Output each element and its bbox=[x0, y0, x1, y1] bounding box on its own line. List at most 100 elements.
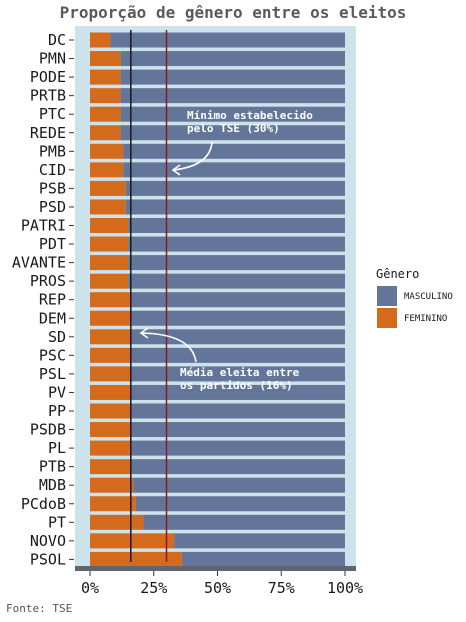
annotation-arrow-0 bbox=[140, 332, 197, 363]
category-label-prtb: PRTB bbox=[30, 87, 66, 105]
category-label-psdb: PSDB bbox=[30, 421, 66, 439]
category-labels-group: DCPMNPODEPRTBPTCREDEPMBCIDPSBPSDPATRIPDT… bbox=[12, 31, 74, 568]
category-label-pros: PROS bbox=[30, 272, 66, 290]
category-label-pv: PV bbox=[48, 383, 66, 401]
legend-swatch-masculino bbox=[377, 286, 397, 306]
bar-masculino-psdb bbox=[130, 422, 345, 438]
bar-masculino-rep bbox=[130, 292, 345, 308]
bar-feminino-psol bbox=[90, 551, 182, 567]
bar-feminino-mdb bbox=[90, 477, 134, 493]
bar-masculino-psol bbox=[181, 551, 345, 567]
bar-masculino-pp bbox=[130, 403, 345, 419]
category-label-pp: PP bbox=[48, 402, 66, 420]
category-label-pt: PT bbox=[48, 513, 66, 531]
bar-feminino-prtb bbox=[90, 88, 121, 104]
annotation-arrow-1 bbox=[172, 141, 213, 171]
bar-feminino-avante bbox=[90, 255, 129, 271]
chart-title: Proporção de gênero entre os eleitos bbox=[60, 3, 407, 22]
category-label-ptc: PTC bbox=[39, 105, 66, 123]
bar-masculino-patri bbox=[128, 218, 345, 233]
bar-masculino-pt bbox=[143, 514, 345, 530]
category-label-psl: PSL bbox=[39, 365, 66, 383]
bar-masculino-pcdob bbox=[135, 496, 345, 512]
legend-label-feminino: FEMININO bbox=[404, 314, 447, 324]
x-tick-label-1: 25% bbox=[140, 579, 167, 597]
bar-masculino-psc bbox=[130, 347, 345, 363]
bars-group bbox=[90, 32, 346, 567]
legend-label-masculino: MASCULINO bbox=[404, 292, 453, 302]
bar-feminino-pdt bbox=[90, 236, 129, 252]
bar-masculino-avante bbox=[128, 255, 345, 271]
bar-feminino-psd bbox=[90, 199, 126, 215]
bar-masculino-pmb bbox=[123, 143, 346, 159]
bar-feminino-pcdob bbox=[90, 496, 136, 512]
bar-masculino-pl bbox=[130, 440, 345, 456]
source-note: Fonte: TSE bbox=[6, 602, 72, 615]
bar-feminino-dem bbox=[90, 310, 131, 326]
bar-feminino-rede bbox=[90, 125, 121, 141]
category-label-pmb: PMB bbox=[39, 142, 66, 160]
bar-masculino-rede bbox=[120, 125, 345, 141]
bar-feminino-pmn bbox=[90, 51, 121, 67]
x-tick-label-0: 0% bbox=[81, 579, 99, 597]
category-label-novo: NOVO bbox=[30, 532, 66, 550]
bar-feminino-rep bbox=[90, 292, 131, 308]
category-label-psc: PSC bbox=[39, 346, 66, 364]
category-label-pcdob: PCdoB bbox=[21, 495, 66, 513]
x-tick-label-2: 50% bbox=[204, 579, 231, 597]
bar-feminino-cid bbox=[90, 162, 124, 178]
bar-masculino-psl bbox=[130, 366, 345, 382]
bar-feminino-psb bbox=[90, 180, 126, 196]
bar-feminino-novo bbox=[90, 533, 175, 549]
bar-masculino-dc bbox=[110, 32, 346, 48]
annotation-0-line-0: Média eleita entre bbox=[180, 366, 300, 379]
category-label-patri: PATRI bbox=[21, 217, 66, 235]
x-tick-label-4: 100% bbox=[327, 579, 363, 597]
bar-masculino-ptc bbox=[120, 106, 345, 122]
annotation-arrowhead-0 bbox=[139, 327, 149, 339]
bar-feminino-patri bbox=[90, 218, 129, 233]
bar-masculino-prtb bbox=[120, 88, 345, 104]
category-label-pdt: PDT bbox=[39, 235, 66, 253]
bar-masculino-sd bbox=[130, 329, 345, 345]
category-label-rep: REP bbox=[39, 291, 66, 309]
bar-feminino-pmb bbox=[90, 143, 124, 159]
legend: Gênero MASCULINO FEMININO bbox=[376, 267, 453, 328]
bar-feminino-dc bbox=[90, 32, 111, 48]
annotation-1-line-0: Mínimo estabelecido bbox=[187, 109, 313, 122]
category-label-dem: DEM bbox=[39, 309, 66, 327]
category-label-avante: AVANTE bbox=[12, 254, 66, 272]
bar-feminino-ptc bbox=[90, 106, 121, 122]
bar-feminino-psl bbox=[90, 366, 131, 382]
bar-masculino-pmn bbox=[120, 51, 345, 67]
category-label-pode: PODE bbox=[30, 68, 66, 86]
category-label-pmn: PMN bbox=[39, 50, 66, 68]
x-axis-bar bbox=[75, 566, 356, 571]
bar-masculino-cid bbox=[123, 162, 346, 178]
bar-masculino-pode bbox=[120, 69, 345, 85]
bar-masculino-psb bbox=[125, 180, 345, 196]
bar-feminino-sd bbox=[90, 329, 131, 345]
bar-masculino-ptb bbox=[130, 459, 345, 475]
bar-masculino-novo bbox=[174, 533, 345, 549]
bar-feminino-psc bbox=[90, 347, 131, 363]
category-label-dc: DC bbox=[48, 31, 66, 49]
legend-title: Gênero bbox=[376, 267, 419, 281]
category-label-psd: PSD bbox=[39, 198, 66, 216]
category-label-cid: CID bbox=[39, 161, 66, 179]
bar-masculino-pros bbox=[128, 273, 345, 289]
bar-masculino-dem bbox=[130, 310, 345, 326]
category-label-psb: PSB bbox=[39, 179, 66, 197]
x-tick-group: 0% 25% 50% 75% 100% bbox=[81, 571, 363, 597]
bar-feminino-ptb bbox=[90, 459, 131, 475]
reference-lines-group bbox=[130, 30, 168, 562]
bar-feminino-psdb bbox=[90, 422, 131, 438]
annotation-1-line-1: pelo TSE (30%) bbox=[187, 122, 280, 135]
category-label-pl: PL bbox=[48, 439, 66, 457]
annotation-arrowhead-1 bbox=[171, 164, 181, 176]
annotation-0-line-1: os partidos (16%) bbox=[180, 379, 293, 392]
bar-feminino-pt bbox=[90, 514, 144, 530]
bar-feminino-pode bbox=[90, 69, 121, 85]
